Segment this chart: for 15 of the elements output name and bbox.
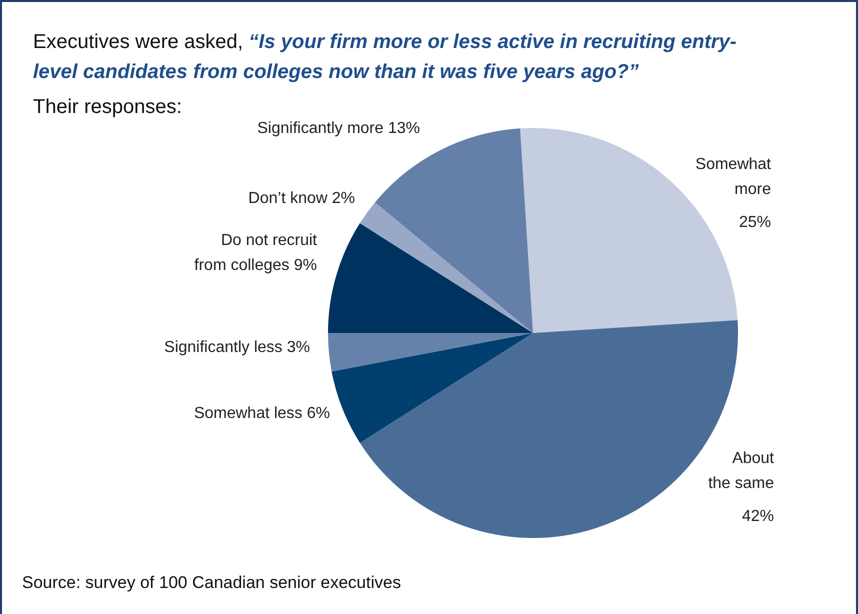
slice-label: Somewhat more <box>695 156 772 198</box>
slice-label: Significantly more 13% <box>257 120 420 137</box>
pie-slice <box>360 202 533 333</box>
pie-slice <box>328 223 533 334</box>
data-label: 25% <box>738 214 771 231</box>
source-note: Source: survey of 100 Canadian senior executives <box>22 573 401 592</box>
slice-label: Don’t know 2% <box>248 190 355 207</box>
slice-label: Significantly less 3% <box>164 339 310 356</box>
slice-label: About the same <box>708 450 775 492</box>
slice-label: Somewhat less 6% <box>194 405 330 422</box>
chart-subtitle: Their responses: <box>33 96 182 118</box>
data-label: 42% <box>742 508 774 525</box>
pie-slice <box>332 333 533 443</box>
slice-label: Do not recruit from colleges 9% <box>194 232 318 274</box>
chart-title: Executives were asked, “Is your firm more or less active in recruiting entry-level candidates from colleges now than it was five years ago?” <box>33 30 738 85</box>
